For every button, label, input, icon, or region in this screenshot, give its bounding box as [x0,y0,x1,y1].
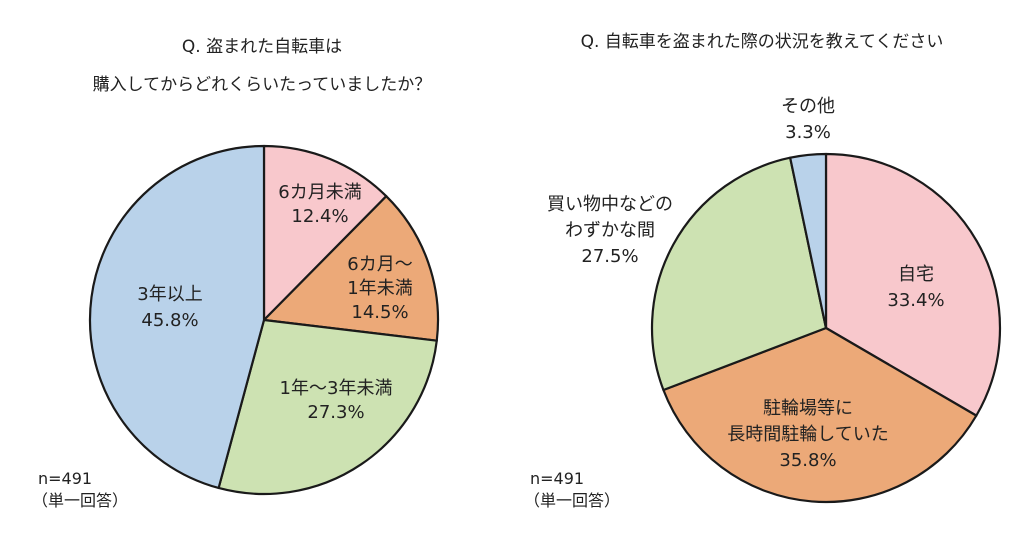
slice-value-label: 3.3% [785,122,831,143]
slice-label: 買い物中などの [547,194,673,215]
slice-label: その他 [781,96,835,117]
slice-value-label: 12.4% [291,206,348,227]
sample-size-note: n=491 [530,469,584,488]
pie-slice [88,144,266,490]
slice-value-label: 27.5% [581,246,638,267]
pie-slice [662,326,978,504]
answer-type-note: （単一回答） [32,491,128,510]
pie-slice [262,144,388,322]
slice-value-label: 35.8% [779,450,836,471]
pie-slice [789,152,828,330]
pie-slice [217,318,438,496]
slice-value-label: 14.5% [351,302,408,323]
slice-label: 3年以上 [137,284,202,305]
pie-slice [262,195,440,342]
pie-slice [824,152,1002,417]
slice-label: わずかな間 [565,220,655,241]
slice-value-label: 33.4% [887,290,944,311]
chart-title: Q. 盗まれた自転車は [182,37,342,57]
slice-label: 1年未満 [347,278,412,299]
chart-title: 購入してからどれくらいたっていましたか？ [93,75,432,95]
slice-value-label: 27.3% [307,402,364,423]
slice-label: 6カ月～ [347,254,412,275]
slice-label: 1年～3年未満 [280,378,393,399]
slice-label: 長時間駐輪していた [727,424,888,445]
slice-label: 6カ月未満 [278,182,361,203]
slice-value-label: 45.8% [141,310,198,331]
slice-label: 自宅 [898,264,934,285]
slice-label: 駐輪場等に [763,398,853,419]
answer-type-note: （単一回答） [524,491,620,510]
pie-slice [650,156,828,392]
chart-title: Q. 自転車を盗まれた際の状況を教えてください [581,32,944,52]
sample-size-note: n=491 [38,469,92,488]
